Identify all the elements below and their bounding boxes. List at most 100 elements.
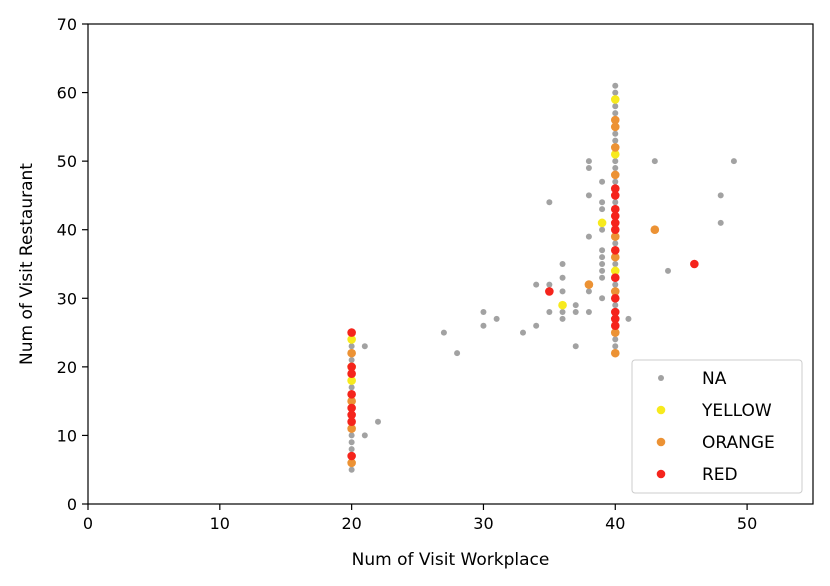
point-yellow <box>347 335 356 344</box>
data-points <box>347 82 737 473</box>
point-na <box>599 199 606 206</box>
point-na <box>612 165 619 171</box>
point-na <box>348 466 355 473</box>
point-na <box>493 315 500 322</box>
point-na <box>612 281 619 288</box>
y-tick-label: 70 <box>57 15 77 34</box>
point-red <box>347 403 356 413</box>
x-tick-label: 0 <box>83 514 93 533</box>
point-na <box>480 322 487 329</box>
point-orange <box>347 396 356 406</box>
point-red <box>347 410 356 420</box>
point-na <box>730 158 737 165</box>
point-na <box>559 309 566 315</box>
point-na <box>599 274 606 281</box>
y-tick-label: 40 <box>57 221 77 240</box>
y-axis-label: Num of Visit Restaurant <box>17 163 37 365</box>
y-tick-label: 0 <box>67 495 77 514</box>
point-red <box>610 184 620 193</box>
point-red <box>610 225 620 235</box>
point-na <box>599 254 606 261</box>
point-na <box>585 165 592 171</box>
point-na <box>572 302 579 309</box>
point-na <box>599 247 606 254</box>
point-red <box>610 211 620 221</box>
point-na <box>361 343 368 350</box>
point-red <box>347 328 356 337</box>
legend-label-na: NA <box>702 369 727 389</box>
point-na <box>612 130 619 137</box>
point-na <box>665 267 671 274</box>
x-tick-label: 20 <box>341 514 361 533</box>
point-orange <box>610 170 620 180</box>
point-na <box>599 295 606 302</box>
y-tick-label: 50 <box>57 152 77 171</box>
point-na <box>533 281 540 288</box>
point-na <box>480 309 487 315</box>
point-red <box>610 321 620 331</box>
point-orange <box>610 287 620 296</box>
point-orange <box>347 458 356 468</box>
legend-marker-red <box>656 469 666 479</box>
point-na <box>612 240 619 247</box>
point-na <box>599 267 606 274</box>
point-na <box>625 315 632 322</box>
point-red <box>610 218 620 228</box>
point-na <box>348 357 355 363</box>
legend: NA YELLOW ORANGE RED <box>631 359 803 494</box>
point-orange <box>610 232 620 241</box>
legend-label-red: RED <box>702 465 738 485</box>
point-na <box>599 261 606 267</box>
point-yellow <box>610 149 620 159</box>
point-na <box>572 309 579 315</box>
point-yellow <box>610 95 620 104</box>
point-na <box>348 446 355 453</box>
point-na <box>559 261 566 267</box>
point-na <box>520 329 526 336</box>
point-yellow <box>558 300 567 310</box>
point-na <box>348 432 355 439</box>
x-axis-label: Num of Visit Workplace <box>352 550 550 570</box>
point-na <box>348 439 355 446</box>
legend-label-orange: ORANGE <box>702 433 775 453</box>
point-orange <box>347 348 356 358</box>
x-tick-label: 50 <box>737 514 757 533</box>
y-tick-label: 30 <box>57 289 77 308</box>
y-axis-ticks: 0 10 20 30 40 50 60 70 <box>57 15 88 514</box>
point-na <box>612 82 619 89</box>
point-na <box>612 178 619 185</box>
point-yellow <box>347 376 356 385</box>
point-na <box>717 219 724 226</box>
point-orange <box>584 280 594 289</box>
point-na <box>546 199 553 206</box>
point-orange <box>610 122 620 132</box>
point-red <box>610 204 620 214</box>
x-tick-label: 10 <box>210 514 230 533</box>
point-red <box>690 259 699 269</box>
y-tick-label: 20 <box>57 358 77 377</box>
point-red <box>545 287 554 296</box>
point-yellow <box>610 266 620 276</box>
y-tick-label: 60 <box>57 84 77 103</box>
point-red <box>610 293 620 303</box>
point-na <box>361 432 368 439</box>
point-red <box>347 362 356 372</box>
point-na <box>612 158 619 165</box>
point-orange <box>610 143 620 152</box>
point-yellow <box>597 218 607 228</box>
point-na <box>546 309 553 315</box>
point-orange <box>347 424 356 433</box>
point-na <box>585 288 592 295</box>
point-orange <box>610 328 620 337</box>
point-na <box>599 178 606 185</box>
legend-label-yellow: YELLOW <box>701 401 772 421</box>
point-na <box>559 315 566 322</box>
point-na <box>612 336 619 343</box>
point-red <box>610 314 620 324</box>
point-na <box>651 158 658 165</box>
legend-box <box>631 359 803 494</box>
point-na <box>559 288 566 295</box>
point-red <box>347 389 356 399</box>
point-red <box>347 369 356 379</box>
